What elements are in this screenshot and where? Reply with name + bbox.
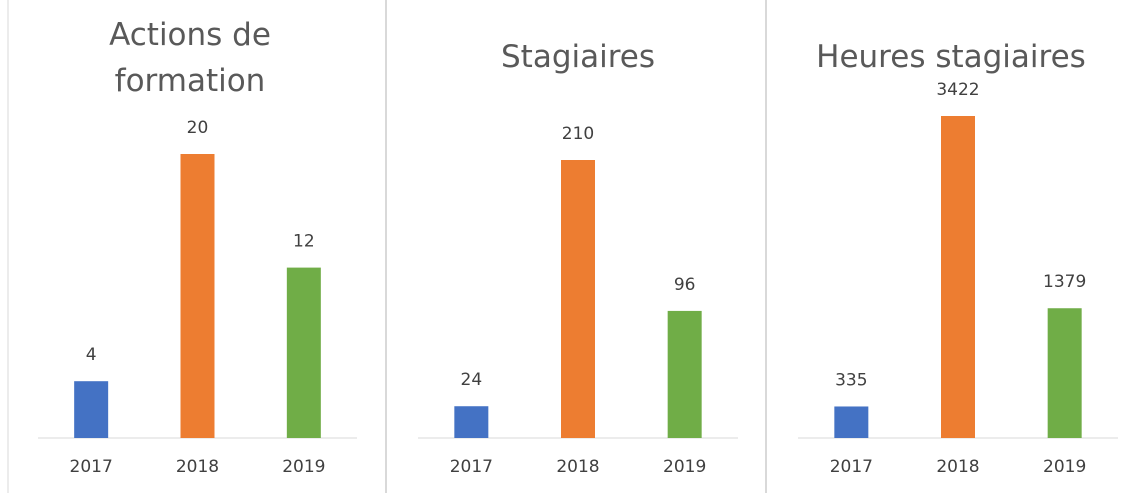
- bar: [74, 381, 109, 438]
- bar: [286, 267, 321, 438]
- bar: [1047, 308, 1082, 438]
- x-tick-label: 2019: [1043, 457, 1086, 477]
- chart-title: Stagiaires: [500, 39, 656, 75]
- x-tick-label: 2017: [70, 457, 113, 477]
- data-label: 1379: [1043, 272, 1086, 292]
- bar: [561, 160, 595, 438]
- chart-title: Heures stagiaires: [816, 39, 1086, 75]
- bar: [834, 406, 869, 438]
- x-tick-label: 2018: [936, 457, 979, 477]
- x-tick-label: 2019: [663, 457, 706, 477]
- x-tick-label: 2019: [282, 457, 325, 477]
- bar: [454, 406, 489, 438]
- data-label: 4: [86, 345, 97, 365]
- x-tick-label: 2018: [556, 457, 599, 477]
- bar: [180, 154, 215, 438]
- data-label: 12: [293, 232, 315, 252]
- bar: [941, 116, 975, 438]
- data-label: 96: [674, 275, 696, 295]
- data-label: 24: [461, 370, 483, 390]
- x-tick-label: 2017: [450, 457, 493, 477]
- x-tick-label: 2017: [830, 457, 873, 477]
- data-label: 3422: [936, 80, 979, 100]
- chart-title: Actions de formation: [109, 17, 271, 99]
- x-tick-label: 2018: [176, 457, 219, 477]
- bar: [667, 310, 702, 438]
- data-label: 335: [835, 370, 867, 390]
- data-label: 20: [187, 118, 209, 138]
- data-label: 210: [562, 124, 594, 144]
